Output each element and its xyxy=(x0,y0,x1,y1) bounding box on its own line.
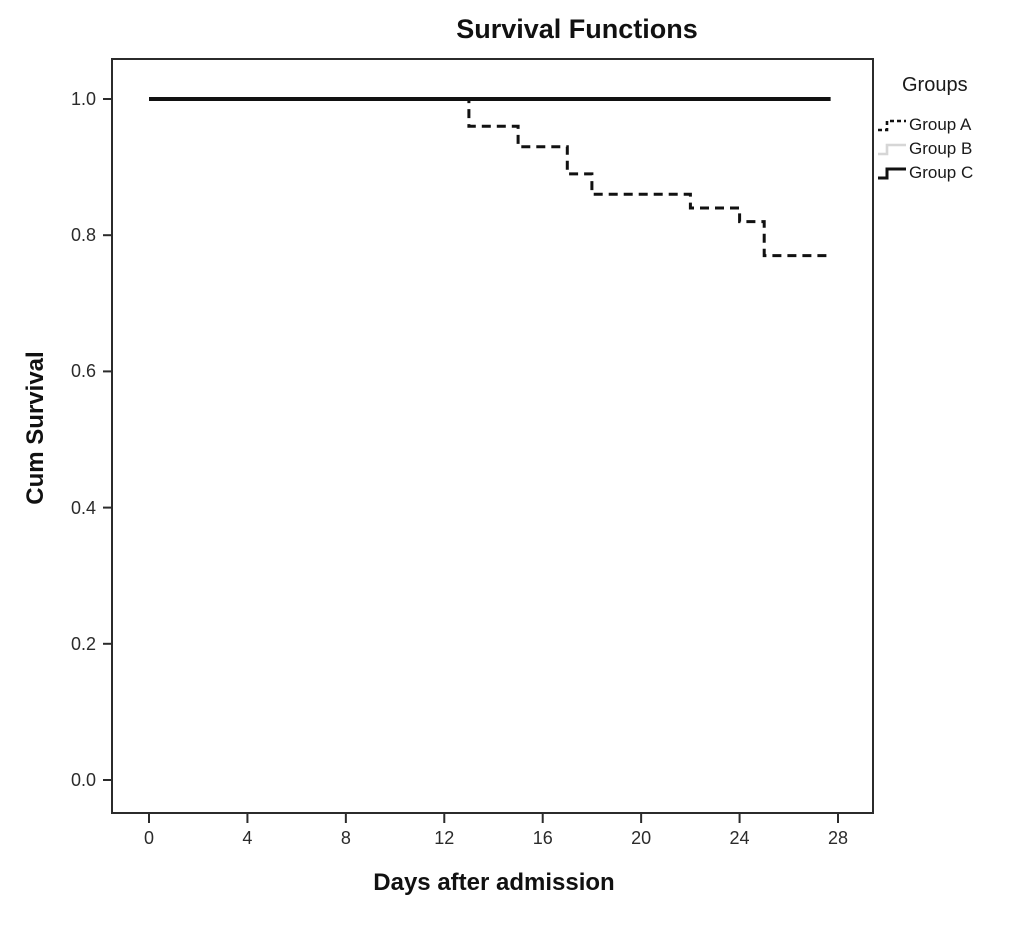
group-c-solid-step-line-swatch-icon xyxy=(878,167,906,180)
x-tick-label: 0 xyxy=(143,828,155,848)
x-tick-label: 4 xyxy=(242,828,253,848)
y-tick-label: 0.6 xyxy=(70,361,96,382)
x-tick-label: 20 xyxy=(631,828,652,848)
y-tick-label: 0.8 xyxy=(70,225,96,246)
x-axis-label: Days after admission xyxy=(373,869,615,896)
y-tick-label: 0.0 xyxy=(70,770,96,790)
x-tick-label: 28 xyxy=(827,828,848,848)
legend: Groups Group A Group B Group C xyxy=(876,74,1016,185)
legend-entry-group-c: Group C xyxy=(876,161,1016,185)
legend-entry-group-b: Group B xyxy=(876,137,1016,161)
legend-label-group-c: Group C xyxy=(909,163,974,182)
legend-entry-group-a: Group A xyxy=(876,113,1016,137)
y-tick-label: 0.2 xyxy=(70,633,96,654)
chart-title: Survival Functions xyxy=(456,14,698,44)
legend-label-group-a: Group A xyxy=(909,115,972,134)
x-tick-label: 24 xyxy=(729,828,750,848)
x-tick-label: 8 xyxy=(340,828,351,848)
y-tick-label: 1.0 xyxy=(70,89,96,109)
plot-frame xyxy=(111,58,874,814)
legend-title: Groups xyxy=(902,74,968,96)
x-tick-label: 16 xyxy=(532,828,553,848)
y-tick-label: 0.4 xyxy=(70,497,96,518)
x-tick-label: 12 xyxy=(434,828,455,848)
legend-label-group-b: Group B xyxy=(909,139,973,158)
group-a-dashed-step-line-swatch-icon xyxy=(878,119,906,132)
group-b-solid-step-line-swatch-icon xyxy=(878,143,906,156)
series-line-group-a xyxy=(149,97,829,258)
